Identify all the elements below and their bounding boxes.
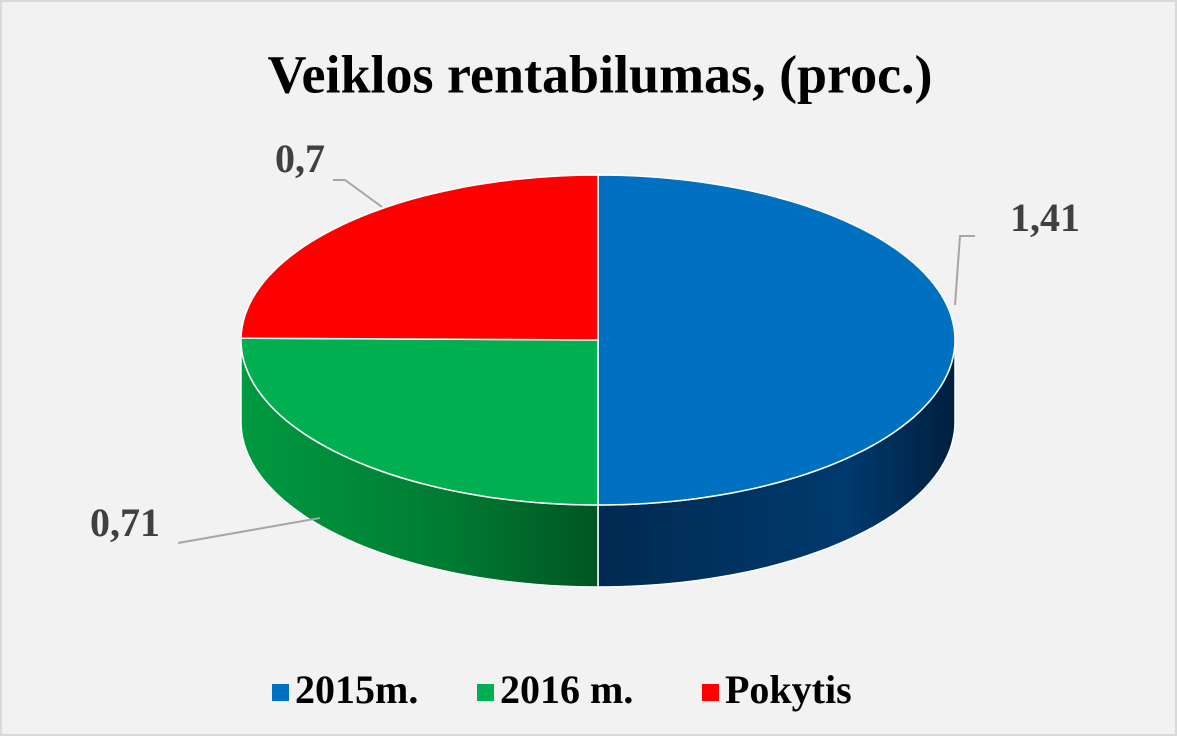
legend-label: Pokytis <box>725 667 852 712</box>
slice <box>597 174 956 506</box>
leader-line <box>333 179 383 208</box>
legend-swatch <box>702 684 719 701</box>
chart-title: Veiklos rentabilumas, (proc.) <box>267 44 932 104</box>
leader-line <box>177 517 321 544</box>
slice <box>240 174 599 341</box>
data-label: 0,71 <box>90 500 160 545</box>
data-label: 0,7 <box>275 136 325 181</box>
slice <box>240 337 599 506</box>
legend-label: 2015m. <box>295 667 418 712</box>
legend-swatch <box>272 684 289 701</box>
legend-swatch <box>477 684 494 701</box>
data-label: 1,41 <box>1010 195 1080 240</box>
legend-label: 2016 m. <box>500 667 633 712</box>
leader-line <box>954 235 975 306</box>
